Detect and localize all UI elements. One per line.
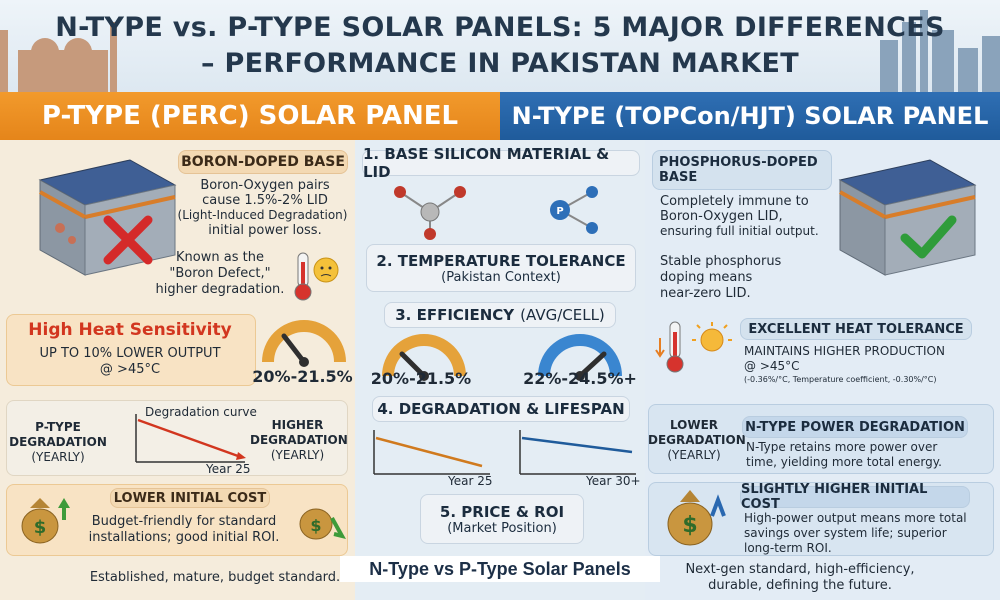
section-2-subtitle: (Pakistan Context) — [441, 269, 561, 285]
slightly-higher-initial-cost-title: SLIGHTLY HIGHER INITIAL COST — [740, 482, 970, 512]
section-3-subtitle: (AVG/CELL) — [520, 306, 605, 324]
phosphorus-molecule-icon: P — [550, 186, 598, 234]
n-cost-text-3: long-term ROI. — [744, 541, 832, 555]
p-type-efficiency-value: 20%-21.5% — [252, 367, 353, 386]
n-footer-1: Next-gen standard, high-efficiency, — [685, 562, 915, 577]
boron-base-text-3: (Light-Induced Degradation) — [177, 208, 348, 222]
higher-deg-3: (YEARLY) — [270, 448, 325, 462]
p-type-deg-label-3: (YEARLY) — [31, 450, 85, 464]
p-type-deg-label-1: P-TYPE — [35, 420, 81, 434]
gauge-icon — [538, 334, 622, 381]
cross-icon — [103, 215, 153, 265]
header: N-TYPE vs. P-TYPE SOLAR PANELS: 5 MAJOR … — [0, 0, 1000, 92]
svg-text:$: $ — [310, 516, 321, 535]
lower-deg-1: LOWER — [669, 418, 719, 432]
p-type-panel-illustration — [38, 159, 177, 276]
lower-initial-cost-title: LOWER INITIAL COST — [110, 488, 270, 508]
money-bag-down-icon: $ — [299, 508, 346, 540]
thermometer-icon — [294, 252, 339, 301]
p-type-footer: Established, mature, budget standard. — [89, 570, 341, 585]
p-type-column-header: P-TYPE (PERC) SOLAR PANEL — [0, 92, 500, 140]
n-deg-text-2: time, yielding more total energy. — [746, 455, 942, 469]
middle-year-30: Year 30+ — [586, 474, 641, 488]
n-deg-text-1: N-Type retains more power over — [746, 440, 938, 454]
p-type-degradation-chart — [135, 414, 246, 463]
boron-defect-text-2: "Boron Defect," — [169, 266, 271, 281]
high-heat-sensitivity-title: High Heat Sensitivity — [28, 320, 232, 340]
p-type-lifespan-chart — [373, 430, 490, 475]
skyline-decoration — [0, 10, 1000, 92]
n-cost-text-2: savings over system life; superior — [744, 526, 947, 540]
boron-base-text-4: initial power loss. — [208, 223, 322, 238]
phosphorus-doped-base-title: PHOSPHORUS-DOPED BASE — [652, 150, 832, 190]
boron-defect-text-1: Known as the — [176, 250, 264, 265]
excellent-heat-tolerance-title: EXCELLENT HEAT TOLERANCE — [740, 318, 972, 340]
higher-deg-1: HIGHER — [271, 418, 324, 432]
boron-defect-text-3: higher degradation. — [155, 282, 285, 297]
boron-base-text-2: cause 1.5%-2% LID — [202, 193, 328, 208]
phosphorus-symbol: P — [556, 206, 563, 217]
stable-text-3: near-zero LID. — [660, 286, 751, 301]
boron-doped-base-title: BORON-DOPED BASE — [178, 150, 348, 174]
higher-deg-2: DEGRADATION — [250, 433, 348, 447]
section-5-title: 5. PRICE & ROI — [439, 502, 565, 521]
n-type-power-degradation-title: N-TYPE POWER DEGRADATION — [742, 416, 968, 438]
phosphorus-text-1: Completely immune to — [660, 194, 809, 209]
gauge-icon — [262, 320, 346, 367]
n-type-lifespan-chart — [519, 430, 636, 475]
section-5-box: 5. PRICE & ROI (Market Position) — [420, 494, 584, 544]
section-2-box: 2. TEMPERATURE TOLERANCE (Pakistan Conte… — [366, 244, 636, 292]
phosphorus-text-3: ensuring full initial output. — [660, 224, 819, 238]
high-heat-sensitivity-card — [6, 314, 256, 386]
caption-banner: N-Type vs P-Type Solar Panels — [340, 556, 660, 582]
section-2-title: 2. TEMPERATURE TOLERANCE — [376, 251, 626, 270]
money-bag-icon: $ — [21, 498, 70, 544]
svg-text:$: $ — [682, 513, 697, 538]
thermometer-sun-icon — [655, 321, 732, 373]
cost-text-1: Budget-friendly for standard — [91, 514, 277, 529]
phosphorus-title-2: BASE — [659, 170, 698, 185]
degradation-curve-label: Degradation curve — [145, 405, 257, 419]
sun-icon — [692, 322, 732, 352]
n-type-column-header: N-TYPE (TOPCon/HJT) SOLAR PANEL — [500, 92, 1000, 140]
molecule-icon — [394, 186, 466, 240]
n-type-degradation-card — [648, 404, 994, 474]
right-heat-text-1: MAINTAINS HIGHER PRODUCTION — [744, 344, 945, 358]
right-heat-text-2: @ >45°C — [744, 359, 800, 373]
n-cost-text-1: High-power output means more total — [744, 511, 967, 525]
section-3-title: 3. EFFICIENCY — [395, 306, 515, 324]
heat-text-1: UP TO 10% LOWER OUTPUT — [39, 346, 221, 361]
section-4-title: 4. DEGRADATION & LIFESPAN — [372, 396, 630, 422]
gauge-icon — [382, 334, 466, 381]
p-type-deg-label-2: DEGRADATION — [9, 435, 107, 449]
section-5-subtitle: (Market Position) — [447, 520, 557, 536]
page-title-line2: – PERFORMANCE IN PAKISTAN MARKET — [201, 48, 799, 79]
check-icon — [900, 215, 957, 259]
lower-deg-3: (YEARLY) — [667, 448, 721, 462]
svg-text:$: $ — [34, 517, 47, 538]
phosphorus-text-2: Boron-Oxygen LID, — [660, 209, 783, 224]
n-type-panel-illustration — [838, 159, 977, 276]
stable-text-2: doping means — [660, 270, 753, 285]
section-1-title: 1. BASE SILICON MATERIAL & LID — [362, 145, 640, 181]
page-title-line1: N-TYPE vs. P-TYPE SOLAR PANELS: 5 MAJOR … — [55, 12, 945, 43]
temperature-coefficient-note: (-0.36%/°C, Temperature coefficient, -0.… — [744, 375, 937, 384]
p-type-degradation-card — [6, 400, 348, 476]
lower-deg-2: DEGRADATION — [648, 433, 746, 447]
stable-text-1: Stable phosphorus — [660, 254, 782, 269]
p-type-year-label: Year 25 — [206, 462, 251, 476]
cost-text-2: installations; good initial ROI. — [88, 530, 280, 545]
middle-p-efficiency: 20%-21.5% — [370, 369, 472, 388]
boron-base-text-1: Boron-Oxygen pairs — [200, 178, 330, 193]
n-footer-2: durable, defining the future. — [708, 578, 892, 593]
phosphorus-title-1: PHOSPHORUS-DOPED — [659, 155, 818, 170]
middle-n-efficiency: 22%-24.5%+ — [523, 369, 637, 388]
middle-year-25: Year 25 — [448, 474, 493, 488]
section-3-box: 3. EFFICIENCY (AVG/CELL) — [384, 302, 616, 328]
heat-text-2: @ >45°C — [99, 362, 161, 377]
money-bag-icon: $ — [667, 490, 726, 546]
